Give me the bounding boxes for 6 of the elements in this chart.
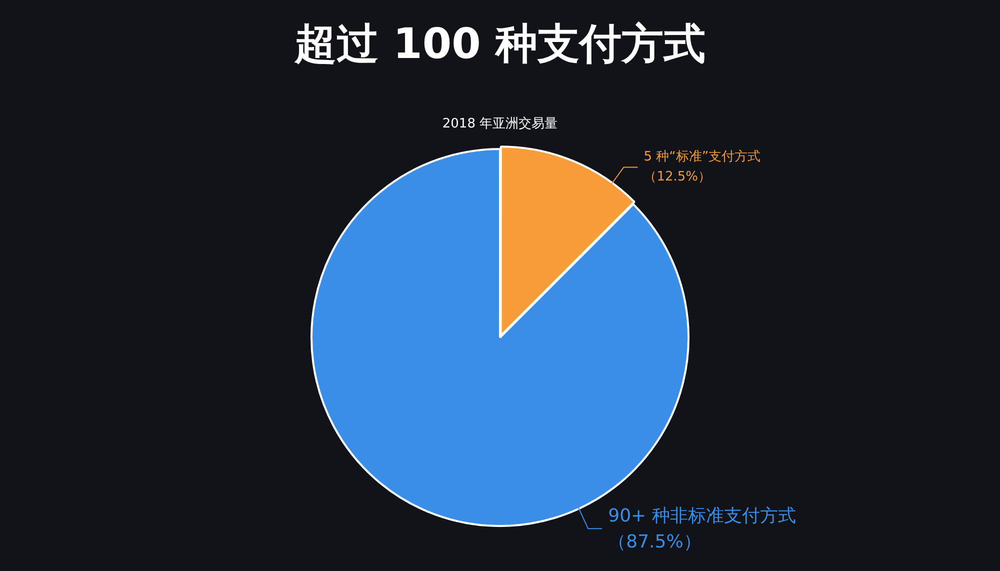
chart-title: 超过 100 种支付方式 [294, 19, 706, 68]
slice-label: 90+ 种非标准支付方式 [608, 505, 796, 526]
chart-subtitle: 2018 年亚洲交易量 [442, 116, 558, 132]
data-label: （12.5%） [644, 170, 712, 185]
slice-label: 5 种“标准”支付方式 [644, 148, 761, 165]
data-label: （87.5%） [608, 531, 702, 552]
